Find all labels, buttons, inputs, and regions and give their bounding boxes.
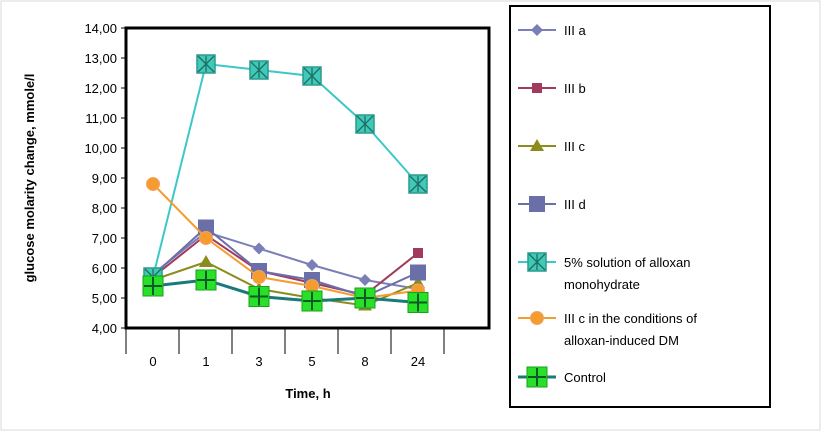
x-tick-label: 5 (308, 354, 315, 369)
plot-area: 4,00 5,00 6,00 7,00 8,00 9,00 10,00 11,00 12,00 1… (84, 21, 491, 369)
marker-shape (306, 259, 318, 271)
data-point-5 (355, 114, 375, 134)
marker-shape (413, 248, 423, 258)
x-axis-label: Time, h (285, 386, 330, 401)
marker-shape (252, 270, 266, 284)
data-point-6 (199, 231, 213, 245)
legend-item: III b (518, 81, 586, 96)
legend-box (509, 5, 771, 408)
marker-plus (303, 292, 321, 310)
x-tick-label: 24 (411, 354, 425, 369)
legend-marker (530, 139, 544, 151)
data-point-1 (359, 274, 371, 286)
legend-marker (529, 196, 545, 212)
legend-item: III d (518, 196, 586, 212)
y-tick-label: 4,00 (92, 321, 117, 336)
marker-shape (253, 242, 265, 255)
legend-item: III c in the conditions of alloxan-induce… (518, 311, 697, 348)
marker-shape (198, 219, 214, 236)
data-point-7 (142, 275, 164, 297)
data-point-5 (408, 174, 428, 194)
data-point-2 (413, 248, 423, 258)
marker-cross (303, 67, 321, 85)
y-tick-label: 8,00 (92, 201, 117, 216)
y-tick-label: 5,00 (92, 291, 117, 306)
y-tick-label: 6,00 (92, 261, 117, 276)
legend-label: III c in the conditions of (564, 311, 697, 326)
legend-label-line2: alloxan-induced DM (564, 333, 679, 348)
x-tick-label: 8 (361, 354, 368, 369)
y-tick-label: 9,00 (92, 171, 117, 186)
data-point-6 (252, 270, 266, 284)
legend-marker (530, 311, 544, 325)
legend-item: III a (518, 23, 586, 38)
marker-shape (532, 83, 542, 93)
marker-plus (409, 293, 427, 312)
data-point-3 (199, 255, 213, 267)
marker-plus (144, 277, 162, 295)
data-point-4 (410, 264, 426, 281)
marker-plus (197, 271, 215, 289)
marker-shape (359, 274, 371, 286)
legend-label-line2: monohydrate (564, 277, 640, 292)
legend: III a III b III c III d 5% solution of allox… (509, 5, 771, 408)
data-point-5 (302, 66, 322, 86)
data-point-7 (195, 269, 217, 291)
marker-shape (531, 24, 543, 36)
data-point-7 (301, 290, 323, 312)
marker-cross (409, 175, 427, 193)
data-point-5 (196, 54, 216, 74)
marker-plus (356, 289, 374, 307)
marker-shape (199, 231, 213, 245)
data-point-7 (407, 292, 429, 313)
y-tick-label: 10,00 (84, 141, 117, 156)
legend-marker (532, 83, 542, 93)
marker-shape (146, 177, 160, 191)
legend-item: Control (518, 366, 606, 388)
y-tick-label: 14,00 (84, 21, 117, 36)
marker-shape (410, 264, 426, 281)
data-point-7 (354, 287, 376, 309)
data-point-7 (248, 286, 270, 307)
data-point-6 (146, 177, 160, 191)
legend-label: Control (564, 370, 606, 385)
x-tick-label: 3 (255, 354, 262, 369)
marker-shape (199, 255, 213, 267)
legend-label: III d (564, 197, 586, 212)
marker-cross (250, 61, 268, 79)
y-axis-label: glucose molarity change, mmole/l (22, 74, 37, 283)
legend-label: III c (564, 139, 585, 154)
marker-cross (197, 55, 215, 73)
marker-plus (250, 287, 268, 306)
legend-marker (526, 366, 548, 388)
y-tick-label: 7,00 (92, 231, 117, 246)
marker-cross (356, 115, 374, 133)
legend-label: III b (564, 81, 586, 96)
series-line-5 (152, 62, 419, 278)
data-point-5 (249, 60, 269, 80)
legend-marker (527, 252, 547, 272)
legend-item: 5% solution of alloxan monohydrate (518, 252, 690, 292)
series-line-1 (152, 230, 419, 290)
data-point-4 (198, 219, 214, 236)
data-point-1 (253, 242, 265, 255)
x-tick-label: 0 (149, 354, 156, 369)
legend-label: 5% solution of alloxan (564, 255, 690, 270)
marker-shape (530, 139, 544, 151)
y-tick-label: 11,00 (85, 111, 117, 126)
legend-marker (531, 24, 543, 36)
x-tick-label: 1 (202, 354, 209, 369)
legend-item: III c (518, 139, 585, 154)
marker-plus (528, 368, 546, 386)
legend-label: III a (564, 23, 586, 38)
marker-shape (530, 311, 544, 325)
y-tick-label: 12,00 (84, 81, 117, 96)
data-point-1 (306, 259, 318, 271)
marker-cross (528, 253, 546, 271)
y-tick-label: 13,00 (84, 51, 117, 66)
marker-shape (529, 196, 545, 212)
